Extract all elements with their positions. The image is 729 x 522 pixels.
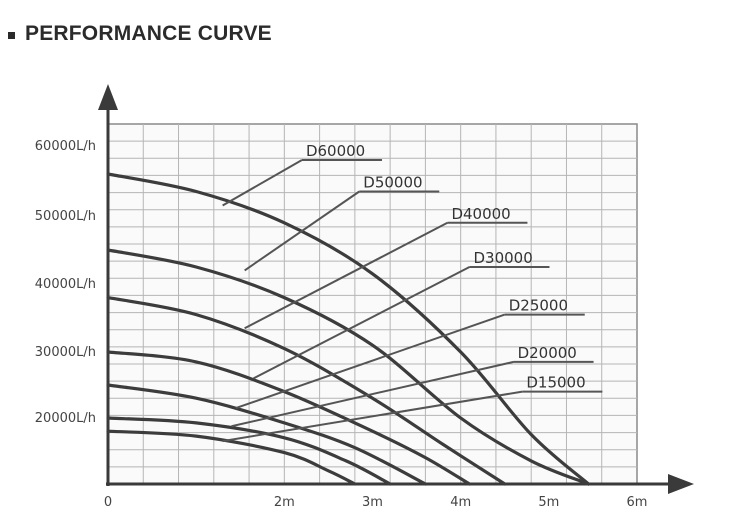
series-leader-line — [222, 159, 303, 207]
y-tick-label: 60000L/h — [35, 139, 96, 154]
series-leader-line — [244, 190, 360, 272]
y-tick-label: 50000L/h — [35, 209, 96, 224]
y-tick-label: 30000L/h — [35, 345, 96, 360]
series-label-d30000: D30000 — [473, 249, 532, 267]
series-leader-line — [231, 360, 514, 428]
curve-d60000 — [106, 172, 591, 486]
series-label-d15000: D15000 — [526, 374, 585, 392]
series-leader-line — [253, 266, 470, 380]
chart-heading: PERFORMANCE CURVE — [8, 22, 272, 46]
series-leader-line — [235, 313, 506, 410]
heading-bullet-icon — [8, 31, 15, 39]
x-tick-label: 3m — [362, 495, 383, 510]
y-axis-arrow-icon — [98, 84, 118, 110]
y-tick-label: 40000L/h — [35, 277, 96, 292]
tick-labels: 20000L/h 30000L/h 40000L/h 50000L/h 60000L/h… — [35, 139, 648, 510]
curve-d40000 — [106, 296, 507, 486]
curve-d25000 — [106, 383, 427, 486]
series-leader-line — [222, 390, 523, 443]
series-labels: D60000 D50000 D40000 D30000 D25000 D20000 D150… — [222, 142, 603, 443]
y-tick-label: 20000L/h — [35, 411, 96, 426]
series-label-d50000: D50000 — [363, 174, 422, 192]
series-label-d20000: D20000 — [518, 344, 577, 362]
curve-d15000 — [106, 429, 357, 486]
series-label-d60000: D60000 — [306, 142, 365, 160]
series-leader-line — [244, 221, 448, 330]
curve-d50000 — [106, 248, 591, 486]
x-tick-label: 6m — [627, 495, 648, 510]
x-tick-label: 2m — [274, 495, 295, 510]
x-tick-label: 4m — [450, 495, 471, 510]
curve-d20000 — [106, 416, 392, 486]
x-tick-label: 5m — [538, 495, 559, 510]
x-tick-label: 0 — [104, 495, 112, 510]
x-axis-arrow-icon — [668, 474, 694, 494]
series-label-d40000: D40000 — [451, 205, 510, 223]
performance-curves — [106, 172, 591, 486]
chart-title: PERFORMANCE CURVE — [25, 22, 272, 45]
series-label-d25000: D25000 — [509, 297, 568, 315]
curve-d30000 — [106, 350, 472, 486]
